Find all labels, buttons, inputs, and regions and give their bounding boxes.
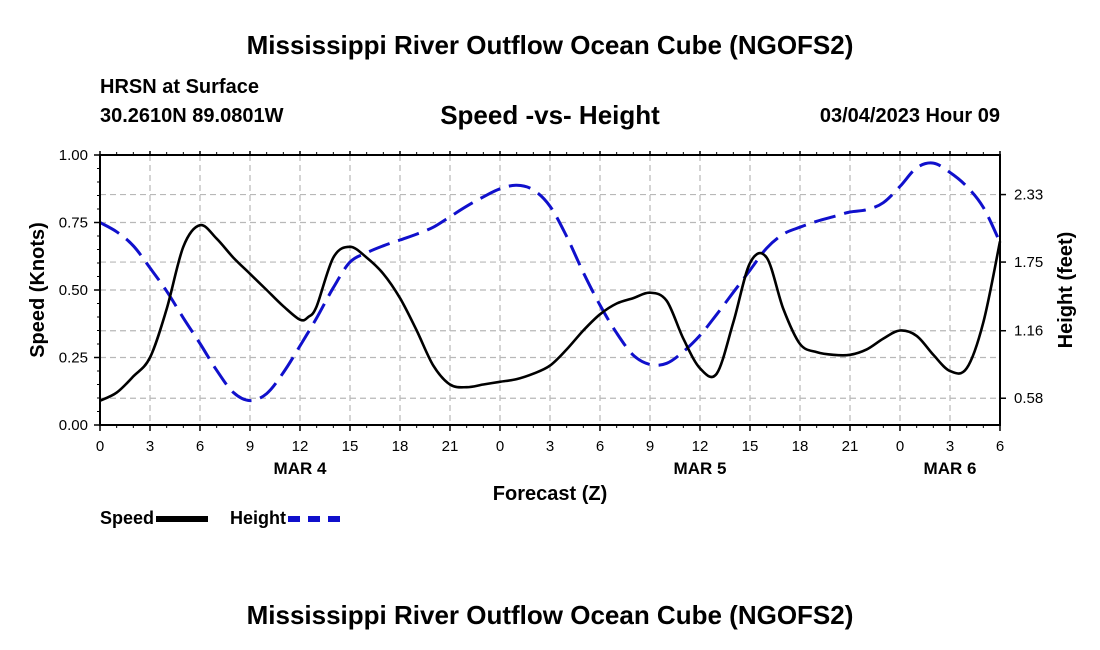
y2-tick-label: 1.16 xyxy=(1014,323,1043,340)
x-axis-title: Forecast (Z) xyxy=(493,483,607,505)
y-tick-label: 1.00 xyxy=(59,147,88,164)
x-tick-label: 21 xyxy=(842,438,859,455)
legend-speed-label: Speed xyxy=(100,508,155,528)
date-label: MAR 4 xyxy=(274,459,327,478)
y-tick-label: 0.50 xyxy=(59,282,88,299)
x-tick-label: 12 xyxy=(692,438,709,455)
chart-subtitle: Speed -vs- Height xyxy=(440,100,660,130)
chart-main-title: Mississippi River Outflow Ocean Cube (NG… xyxy=(246,30,854,60)
x-tick-label: 0 xyxy=(496,438,504,455)
footer-title: Mississippi River Outflow Ocean Cube (NG… xyxy=(246,600,854,630)
date-label: MAR 5 xyxy=(674,459,727,478)
x-tick-label: 9 xyxy=(646,438,654,455)
legend-height-swatch xyxy=(288,515,340,522)
y-tick-label: 0.75 xyxy=(59,215,88,232)
x-tick-label: 15 xyxy=(342,438,359,455)
x-tick-label: 15 xyxy=(742,438,759,455)
y2-tick-label: 1.75 xyxy=(1014,254,1043,271)
x-tick-label: 3 xyxy=(546,438,554,455)
y-tick-label: 0.00 xyxy=(59,417,88,434)
y-tick-label: 0.25 xyxy=(59,350,88,367)
legend-height-label: Height xyxy=(230,508,286,528)
y2-tick-label: 0.58 xyxy=(1014,390,1043,407)
x-tick-label: 6 xyxy=(596,438,604,455)
x-tick-label: 21 xyxy=(442,438,459,455)
legend-speed-swatch xyxy=(156,515,209,522)
station-label: HRSN at Surface xyxy=(100,76,259,98)
y-axis-title-height: Height (feet) xyxy=(1055,232,1077,349)
x-tick-label: 6 xyxy=(196,438,204,455)
x-tick-label: 0 xyxy=(896,438,904,455)
x-tick-label: 0 xyxy=(96,438,104,455)
y-axis-title-speed: Speed (Knots) xyxy=(27,222,49,358)
x-tick-label: 18 xyxy=(392,438,409,455)
date-label: MAR 6 xyxy=(924,459,977,478)
y2-tick-label: 2.33 xyxy=(1014,187,1043,204)
x-tick-label: 6 xyxy=(996,438,1004,455)
legend-item-height: Height xyxy=(230,508,340,529)
axis-layer: 0 3 6 9 12 15 18 21 0 3 6 9 12 15 18 21 0 3 6 MAR 4 MAR 5 MAR… xyxy=(59,147,1043,478)
x-tick-label: 18 xyxy=(792,438,809,455)
speed-series-line xyxy=(99,223,1002,402)
coordinates-label: 30.2610N 89.0801W xyxy=(100,105,284,127)
x-tick-label: 3 xyxy=(946,438,954,455)
x-tick-label: 9 xyxy=(246,438,254,455)
forecast-datetime: 03/04/2023 Hour 09 xyxy=(819,105,1000,127)
x-tick-label: 3 xyxy=(146,438,154,455)
series-layer xyxy=(99,161,1002,403)
x-tick-label: 12 xyxy=(292,438,309,455)
legend-item-speed: Speed xyxy=(100,508,209,529)
height-series-line xyxy=(99,161,1002,403)
grid-layer xyxy=(100,155,1000,425)
